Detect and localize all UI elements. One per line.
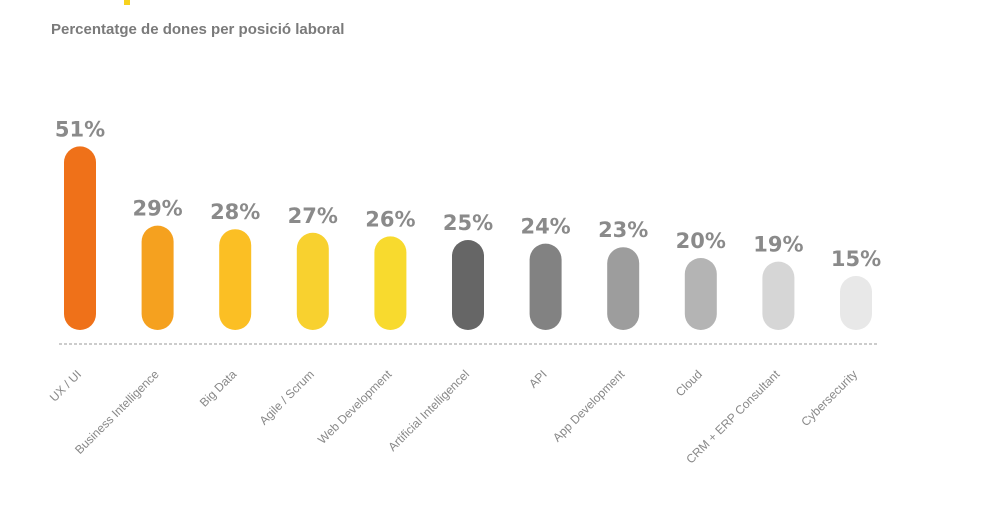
value-label-10: 15% [831,247,881,271]
value-label-4: 26% [365,207,415,231]
value-label-6: 24% [520,215,570,239]
bar-7 [607,247,640,330]
value-label-7: 23% [598,218,648,242]
category-label-2: Big Data [197,367,240,410]
bar-10 [840,276,872,330]
bar-2 [219,229,252,330]
bar-3 [296,232,329,330]
bar-1 [141,225,174,330]
category-label-7: App Development [550,367,628,445]
value-label-5: 25% [443,211,493,235]
bar-0 [64,146,96,330]
chart-title: Percentatge de dones per posició laboral [51,21,345,38]
accent-bar [124,0,130,5]
value-label-9: 19% [753,233,803,257]
category-label-6: API [526,367,550,391]
bar-5 [452,240,484,330]
bar-6 [529,243,562,330]
bar-4 [374,236,407,330]
category-label-3: Agile / Scrum [257,367,317,427]
category-label-5: Artificial Intelligencel [385,367,472,454]
bar-8 [684,258,717,330]
bar-9 [762,261,795,330]
value-label-2: 28% [210,200,260,224]
category-label-1: Business Intelligence [72,367,162,457]
category-label-10: Cybersecurity [798,367,860,429]
value-label-1: 29% [132,197,182,221]
category-label-0: UX / UI [47,367,84,404]
value-label-3: 27% [288,204,338,228]
value-label-8: 20% [676,229,726,253]
value-label-0: 51% [55,117,105,141]
category-label-4: Web Development [315,367,395,447]
category-label-8: Cloud [673,367,705,399]
